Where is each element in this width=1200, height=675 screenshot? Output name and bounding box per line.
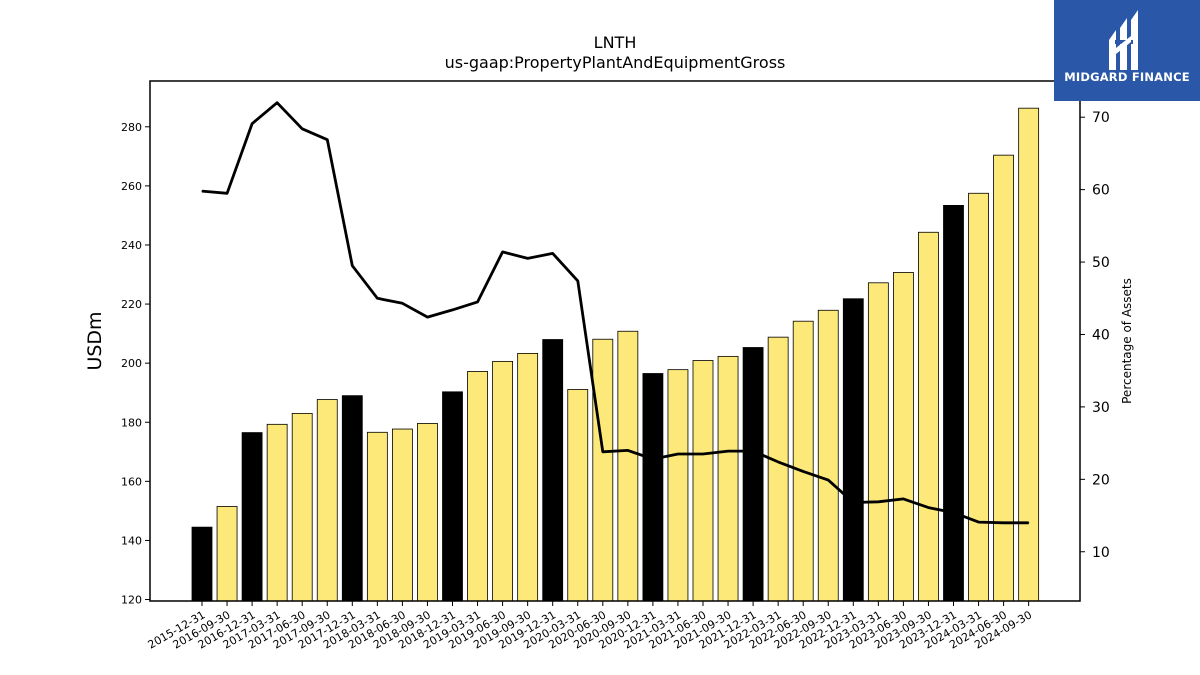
- bar-2020-06-30: [592, 338, 614, 602]
- line-group: [201, 101, 1030, 525]
- bar-2018-12-31: [442, 391, 463, 602]
- line-point-2020-03-31: [577, 280, 579, 282]
- y2-tick-label: 40: [1092, 327, 1110, 343]
- bar-2019-12-31: [542, 339, 564, 602]
- line-point-2019-06-30: [502, 251, 504, 253]
- line-point-2017-03-31: [276, 102, 278, 104]
- line-point-2024-06-30: [1003, 522, 1005, 524]
- line-point-2016-09-30: [226, 192, 228, 194]
- bar-2023-03-31: [867, 282, 889, 602]
- midgard-logo-icon: [1109, 10, 1138, 70]
- y-tick-label: 260: [121, 180, 142, 193]
- y-tick-label: 280: [121, 121, 142, 134]
- y-tick-label: 180: [121, 416, 142, 429]
- line-point-2017-12-31: [351, 265, 353, 267]
- bar-2021-12-31: [742, 347, 764, 602]
- y-axis-label: USDm: [84, 311, 106, 370]
- line-point-2021-09-30: [727, 450, 729, 452]
- line-point-2021-03-31: [677, 453, 679, 455]
- y-tick-label: 120: [121, 594, 142, 607]
- bar-2017-06-30: [291, 412, 313, 602]
- bar-2023-09-30: [918, 231, 939, 602]
- bar-2024-06-30: [993, 154, 1014, 602]
- y-axis-right: 10 20 30 40 50 60 70: [1080, 110, 1110, 561]
- line-point-2015-12-31: [201, 190, 203, 192]
- line-point-2024-09-30: [1028, 522, 1030, 524]
- bars-group: [191, 107, 1040, 602]
- bar-2020-12-31: [642, 373, 664, 602]
- plot-frame: [149, 80, 1081, 602]
- line-point-2024-03-31: [977, 521, 980, 523]
- bar-2016-09-30: [216, 506, 238, 602]
- chart-subtitle: us-gaap:PropertyPlantAndEquipmentGross: [445, 53, 786, 72]
- y2-tick-label: 50: [1092, 255, 1110, 271]
- chart-title: LNTH: [594, 33, 637, 52]
- y-tick-label: 140: [121, 534, 142, 547]
- bar-2022-09-30: [817, 309, 839, 602]
- line-point-2020-12-31: [652, 458, 654, 460]
- brand-logo: MIDGARD FINANCE: [1054, 0, 1200, 101]
- bar-2015-12-31: [191, 526, 213, 602]
- bar-2017-12-31: [341, 395, 363, 602]
- bar-2020-03-31: [567, 389, 589, 602]
- bar-2024-09-30: [1018, 107, 1040, 602]
- bar-2019-09-30: [517, 353, 539, 602]
- bar-2018-06-30: [391, 428, 413, 602]
- bar-2021-09-30: [717, 355, 739, 602]
- bar-2020-09-30: [617, 330, 639, 602]
- brand-name: MIDGARD FINANCE: [1064, 70, 1190, 84]
- line-point-2022-03-31: [777, 461, 779, 463]
- line-point-2019-03-31: [476, 301, 479, 303]
- line-point-2022-06-30: [802, 470, 804, 472]
- line-point-2022-09-30: [827, 479, 829, 481]
- y-axis-left: 120 140 160 180 200 220 240 260 280: [121, 121, 150, 607]
- line-point-2019-09-30: [527, 257, 529, 260]
- line-point-2017-09-30: [326, 139, 328, 141]
- percentage-of-assets-line: [201, 101, 1029, 525]
- y2-tick-label: 10: [1092, 545, 1110, 561]
- line-point-2022-12-31: [852, 501, 854, 504]
- bar-2018-03-31: [366, 431, 388, 602]
- line-point-2023-03-31: [877, 501, 879, 503]
- bar-2022-03-31: [767, 336, 789, 602]
- bar-2024-03-31: [968, 192, 989, 602]
- bar-2023-06-30: [893, 272, 914, 602]
- line-point-2021-06-30: [702, 453, 704, 455]
- line-point-2018-12-31: [451, 309, 454, 311]
- y2-tick-label: 60: [1092, 183, 1110, 199]
- line-point-2023-06-30: [902, 498, 905, 500]
- y2-tick-label: 30: [1092, 400, 1110, 416]
- y-tick-label: 240: [121, 239, 142, 252]
- line-point-2018-03-31: [376, 297, 378, 299]
- bar-2019-03-31: [467, 371, 488, 602]
- y2-tick-label: 70: [1092, 110, 1110, 126]
- bar-2022-06-30: [792, 320, 814, 602]
- line-point-2020-06-30: [602, 451, 604, 453]
- line-point-2016-12-31: [251, 123, 253, 125]
- bar-2022-12-31: [842, 298, 864, 602]
- line-point-2023-12-31: [952, 512, 955, 514]
- x-axis: 2015-12-312016-09-302016-12-312017-03-31…: [146, 601, 1034, 652]
- bar-2018-09-30: [417, 423, 438, 602]
- line-point-2021-12-31: [752, 450, 754, 452]
- line-point-2018-09-30: [426, 316, 429, 318]
- bar-2023-12-31: [943, 204, 964, 602]
- line-point-2017-06-30: [301, 128, 303, 130]
- y-tick-label: 220: [121, 298, 142, 311]
- bar-2021-03-31: [667, 369, 689, 602]
- y2-tick-label: 20: [1092, 472, 1110, 488]
- bar-2017-09-30: [316, 399, 338, 602]
- bar-2019-06-30: [492, 360, 514, 602]
- line-point-2023-09-30: [927, 506, 930, 509]
- line-point-2018-06-30: [401, 302, 403, 304]
- bar-2016-12-31: [241, 432, 263, 602]
- bar-2021-06-30: [692, 360, 714, 602]
- bar-2017-03-31: [266, 423, 288, 602]
- y-tick-label: 160: [121, 475, 142, 488]
- y-tick-label: 200: [121, 357, 142, 370]
- line-point-2019-12-31: [552, 252, 554, 254]
- line-point-2020-09-30: [627, 449, 629, 451]
- y2-axis-label: Percentage of Assets: [1120, 278, 1134, 404]
